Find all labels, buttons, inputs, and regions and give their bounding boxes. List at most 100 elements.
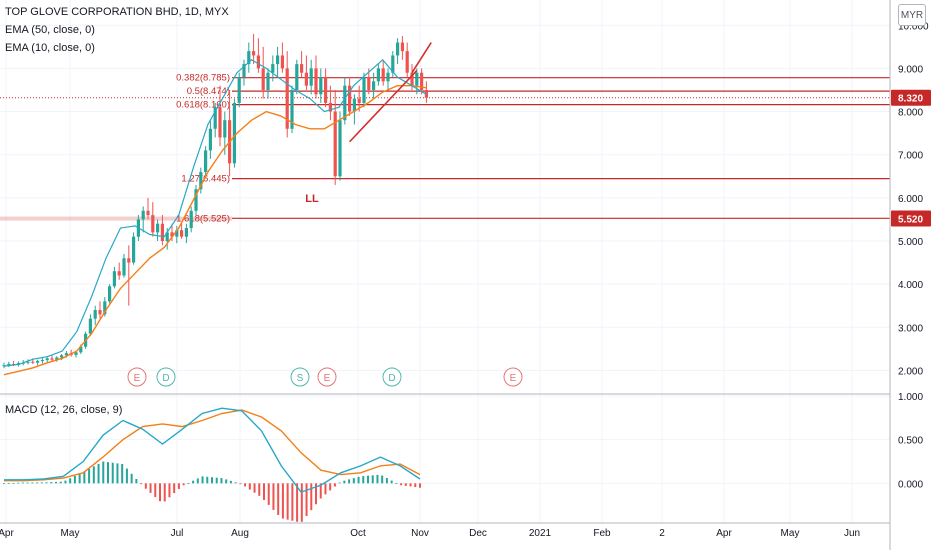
marked-price-tag-label: 5.520	[898, 215, 923, 226]
event-marker-circle	[290, 367, 310, 387]
fib-level-label: 1.618(5.525)	[176, 213, 230, 224]
candle-body	[237, 77, 241, 103]
candle-body	[420, 72, 424, 90]
macd-histogram-bar	[220, 478, 223, 484]
ll-annotation: LL	[305, 193, 319, 205]
macd-histogram-bar	[135, 478, 138, 484]
candle-body	[376, 68, 380, 82]
macd-histogram-bar	[21, 482, 24, 484]
current-price-tag-label: 8.320	[898, 94, 923, 105]
time-tick-label: Apr	[0, 528, 14, 539]
candle-body	[261, 68, 265, 90]
trendline	[349, 70, 418, 143]
macd-histogram-bar	[362, 476, 365, 484]
macd-histogram-bar	[97, 463, 100, 484]
fib-level-label: 0.5(8.474)	[187, 86, 230, 97]
candle-body	[199, 171, 203, 190]
ema10-legend: EMA (10, close, 0)	[5, 42, 95, 54]
macd-histogram-bar	[324, 483, 327, 495]
event-marker-label: E	[510, 373, 517, 384]
macd-histogram-bar	[206, 476, 209, 484]
candle-body	[122, 258, 126, 276]
macd-histogram-bar	[125, 468, 128, 484]
macd-histogram-bar	[234, 482, 237, 484]
candle-body	[348, 85, 352, 112]
price-tick-label: 4.000	[898, 280, 923, 291]
macd-histogram-bar	[40, 482, 43, 484]
fib-level-label: 0.618(8.160)	[176, 100, 230, 111]
macd-histogram-bar	[400, 483, 403, 486]
event-marker-circle	[127, 367, 147, 387]
macd-histogram-bar	[73, 476, 76, 484]
macd-histogram-bar	[111, 462, 114, 484]
chart-title: TOP GLOVE CORPORATION BHD, 1D, MYX	[5, 6, 229, 18]
macd-tick-label: 1.000	[898, 392, 923, 403]
candle-body	[36, 360, 40, 363]
macd-histogram-bar	[17, 482, 20, 484]
macd-histogram-bar	[333, 483, 336, 487]
candle-body	[108, 286, 112, 302]
macd-histogram-bar	[69, 478, 72, 484]
time-tick-label: Nov	[411, 528, 429, 539]
macd-histogram-bar	[149, 483, 152, 493]
ema50-line	[3, 84, 427, 376]
price-tick-label: 8.000	[898, 108, 923, 119]
candle-body	[98, 310, 102, 315]
macd-histogram-bar	[343, 480, 346, 484]
candle-body	[7, 363, 11, 366]
candle-body	[319, 77, 323, 95]
event-marker-circle	[317, 367, 337, 387]
currency-badge[interactable]: MYR	[898, 4, 926, 26]
macd-histogram-bar	[140, 483, 143, 485]
candle-body	[386, 72, 390, 82]
macd-histogram-bar	[419, 483, 421, 488]
macd-histogram-bar	[88, 468, 91, 484]
macd-histogram-bar	[36, 482, 39, 484]
candle-body	[194, 189, 198, 211]
macd-histogram-bar	[121, 464, 124, 484]
candle-body	[276, 55, 280, 65]
macd-histogram-bar	[357, 476, 360, 484]
price-tick-label: 9.000	[898, 64, 923, 75]
candle-body	[175, 230, 179, 237]
macd-histogram-bar	[182, 483, 185, 486]
ema50-legend: EMA (50, close, 0)	[5, 24, 95, 36]
candle-body	[204, 150, 208, 172]
macd-histogram-bar	[395, 483, 398, 484]
macd-signal-line	[4, 409, 421, 482]
candle-body	[141, 210, 145, 220]
time-tick-label: Jun	[844, 528, 860, 539]
event-marker: E	[127, 367, 147, 387]
macd-histogram-bar	[64, 480, 67, 484]
macd-histogram-bar	[215, 477, 218, 484]
time-tick-label: Apr	[716, 528, 732, 539]
macd-histogram-bar	[201, 476, 204, 484]
macd-histogram-bar	[414, 483, 417, 488]
fib-levels: 0.382(8.785) 0.5(8.474) 0.618(8.160) 1.27(6…	[0, 73, 890, 224]
macd-histogram-bar	[267, 483, 270, 505]
candle-body	[50, 358, 54, 360]
candle-body	[88, 318, 92, 334]
macd-histogram-bar	[319, 483, 322, 499]
candle-body	[290, 89, 294, 129]
time-tick-label: Dec	[469, 528, 487, 539]
macd-histogram-bar	[348, 479, 351, 484]
candle-body	[381, 68, 385, 82]
candle-body	[280, 55, 284, 69]
candle-body	[208, 128, 212, 151]
macd-histogram-bar	[83, 471, 86, 484]
candle-body	[232, 102, 236, 164]
candle-body	[271, 64, 275, 73]
macd-histogram-bar	[168, 483, 171, 498]
candle-body	[256, 55, 260, 69]
candle-body	[189, 210, 193, 229]
macd-histogram-bar	[196, 478, 199, 484]
time-tick-label: 2	[659, 528, 665, 539]
candle-body	[352, 98, 356, 112]
event-marker-label: E	[134, 373, 141, 384]
candle-body	[266, 72, 270, 90]
event-marker-circle	[156, 367, 176, 387]
candle-body	[127, 258, 131, 263]
grid	[0, 0, 890, 524]
